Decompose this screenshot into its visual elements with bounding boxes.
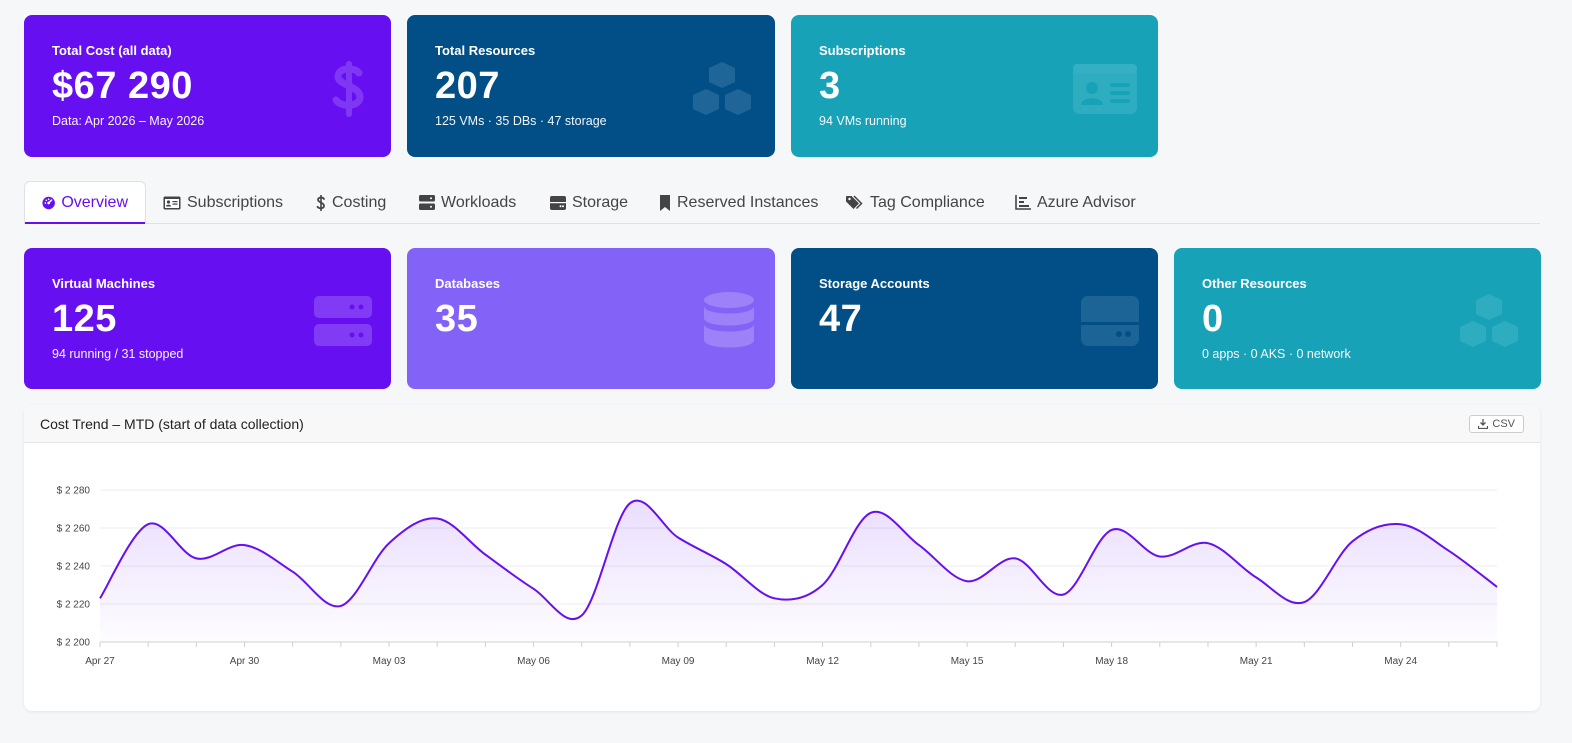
tab-overview[interactable]: Overview	[24, 181, 146, 224]
dashboard-tabs: Overview Subscriptions Costing Workloads	[24, 181, 1540, 224]
tab-label: Tag Compliance	[870, 193, 985, 211]
download-icon	[1478, 418, 1489, 429]
server-icon	[314, 296, 372, 346]
card-title: Total Resources	[435, 43, 536, 58]
card-value: 47	[819, 298, 863, 340]
cubes-icon	[693, 62, 751, 115]
storage-accounts-card: Storage Accounts 47	[791, 248, 1158, 389]
card-value: $67 290	[52, 65, 193, 107]
card-title: Virtual Machines	[52, 276, 156, 291]
x-tick-label: May 12	[806, 656, 839, 667]
total-resources-card: Total Resources 207 125 VMs · 35 DBs · 4…	[407, 15, 775, 157]
csv-label: CSV	[1492, 417, 1515, 430]
x-tick-label: May 09	[662, 656, 695, 667]
id-card-icon	[1073, 64, 1137, 114]
card-title: Subscriptions	[819, 43, 906, 58]
tab-storage[interactable]: Storage	[533, 181, 645, 224]
tab-label: Subscriptions	[187, 193, 284, 211]
dollar-icon	[316, 194, 325, 211]
x-tick-label: Apr 27	[85, 656, 115, 667]
tab-label: Workloads	[441, 193, 517, 211]
card-value: 125	[52, 298, 117, 340]
x-tick-label: May 06	[517, 656, 550, 667]
x-tick-label: May 18	[1095, 656, 1128, 667]
csv-download-button[interactable]: CSV	[1469, 414, 1524, 433]
hdd-icon	[550, 195, 566, 210]
tab-azure-advisor[interactable]: Azure Advisor	[998, 181, 1153, 224]
tab-costing[interactable]: Costing	[299, 181, 403, 224]
databases-card: Databases 35	[407, 248, 775, 389]
y-tick-label: $ 2 220	[57, 600, 91, 611]
tab-tag-compliance[interactable]: Tag Compliance	[829, 181, 1002, 224]
tab-label: Overview	[61, 194, 128, 211]
series-area	[100, 500, 1497, 642]
dollar-icon	[332, 61, 364, 117]
panel-header: Cost Trend – MTD (start of data collecti…	[24, 405, 1540, 443]
tab-subscriptions[interactable]: Subscriptions	[146, 181, 300, 224]
card-subtitle: 0 apps · 0 AKS · 0 network	[1202, 347, 1351, 361]
card-subtitle: 125 VMs · 35 DBs · 47 storage	[435, 114, 607, 128]
y-tick-label: $ 2 200	[57, 638, 91, 649]
panel-title: Cost Trend – MTD (start of data collecti…	[40, 415, 304, 432]
hdd-icon	[1081, 296, 1139, 346]
server-icon	[419, 195, 435, 210]
tab-workloads[interactable]: Workloads	[402, 181, 533, 224]
tags-icon	[846, 195, 863, 210]
card-subtitle: Data: Apr 2026 – May 2026	[52, 114, 205, 128]
tab-reserved-instances[interactable]: Reserved Instances	[642, 181, 835, 224]
y-tick-label: $ 2 260	[57, 524, 91, 535]
card-value: 207	[435, 65, 500, 107]
cost-trend-panel: Cost Trend – MTD (start of data collecti…	[24, 405, 1540, 711]
bookmark-icon	[660, 194, 670, 211]
subscriptions-card: Subscriptions 3 94 VMs running	[791, 15, 1158, 157]
card-title: Databases	[435, 276, 501, 291]
x-tick-label: May 21	[1240, 656, 1273, 667]
card-title: Other Resources	[1202, 276, 1307, 291]
x-tick-label: May 03	[373, 656, 406, 667]
card-title: Storage Accounts	[819, 276, 930, 291]
card-value: 3	[819, 65, 841, 107]
card-subtitle: 94 running / 31 stopped	[52, 347, 184, 361]
card-value: 35	[435, 298, 479, 340]
chart-bar-icon	[1015, 195, 1031, 210]
tab-label: Costing	[332, 193, 387, 211]
tab-label: Azure Advisor	[1037, 193, 1136, 211]
y-tick-label: $ 2 280	[57, 486, 91, 497]
total-cost-card: Total Cost (all data) $67 290 Data: Apr …	[24, 15, 391, 157]
card-value: 0	[1202, 298, 1224, 340]
cubes-icon	[1460, 294, 1518, 347]
card-subtitle: 94 VMs running	[819, 114, 907, 128]
dashboard-icon	[42, 196, 55, 210]
cost-trend-chart: $ 2 200 $ 2 220 $ 2 240 $ 2 260 $ 2 280 Apr 2…	[57, 486, 1498, 667]
x-tick-label: Apr 30	[230, 656, 260, 667]
tab-label: Storage	[572, 193, 629, 211]
tab-label: Reserved Instances	[677, 193, 819, 211]
x-tick-label: May 24	[1384, 656, 1417, 667]
virtual-machines-card: Virtual Machines 125 94 running / 31 sto…	[24, 248, 391, 389]
card-title: Total Cost (all data)	[52, 43, 172, 58]
database-icon	[704, 292, 754, 348]
other-resources-card: Other Resources 0 0 apps · 0 AKS · 0 net…	[1174, 248, 1541, 389]
series-line	[99, 499, 1498, 620]
x-tick-label: May 15	[951, 656, 984, 667]
y-tick-label: $ 2 240	[57, 562, 91, 573]
id-card-icon	[163, 196, 181, 209]
